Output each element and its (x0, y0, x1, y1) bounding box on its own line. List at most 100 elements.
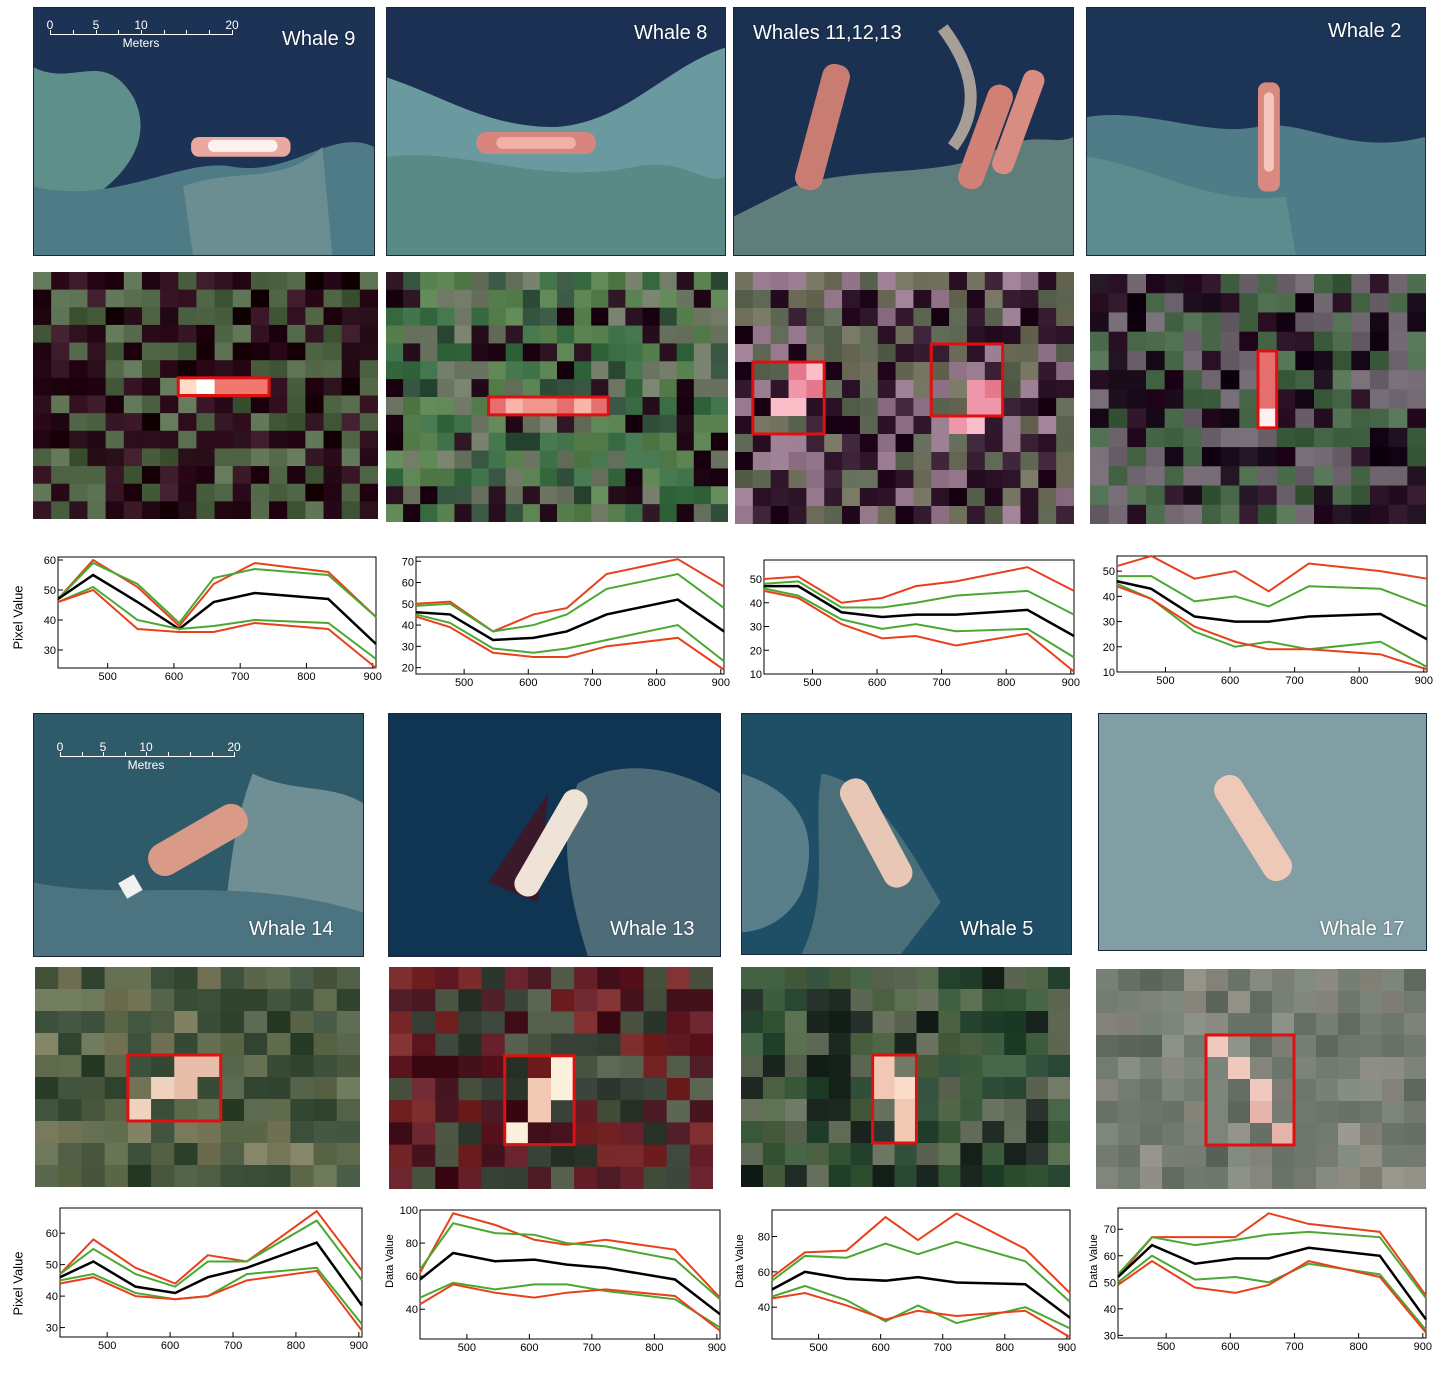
y-tick-label: 70 (402, 556, 414, 568)
pixel-grid-whale-13 (389, 967, 713, 1189)
plot-frame (419, 1209, 721, 1340)
y-axis-label: Pixel Value (10, 585, 26, 650)
inner-series-line (419, 1222, 721, 1301)
whale-pixel-outline (176, 376, 271, 397)
x-tick-label: 700 (934, 1342, 952, 1354)
whale-pixel-outline (126, 1053, 223, 1123)
x-tick-label: 500 (1156, 675, 1174, 687)
mean-series-line (771, 1270, 1071, 1319)
whale-pixel-outline (871, 1053, 918, 1145)
pixel-grid-whale-2 (1090, 274, 1426, 524)
scale-tick: 0 (56, 740, 64, 754)
pixel-grid-whale-9 (33, 272, 378, 519)
outer-series-line (415, 615, 725, 671)
inner-series-line (415, 613, 725, 663)
x-tick-label: 600 (1221, 675, 1239, 687)
y-tick-label: 50 (750, 574, 762, 586)
x-tick-label: 500 (99, 671, 117, 683)
chart-svg: 30 40 50 60 500 600 700 800 900 (44, 555, 382, 683)
whale-pixel-outline (503, 1054, 576, 1147)
outer-series-line (419, 1283, 721, 1332)
outer-series-line (763, 566, 1075, 604)
spectral-chart-whale-17: 30 40 50 60 70 500 600 700 800 900 (1100, 1207, 1432, 1354)
pixel-grid-image (389, 967, 713, 1189)
y-tick-label: 10 (750, 669, 762, 681)
x-tick-label: 600 (871, 1342, 889, 1354)
x-tick-label: 500 (803, 677, 821, 689)
outer-series-line (59, 1269, 363, 1332)
scale-tick: 0 (46, 18, 54, 32)
scale-unit: Meters (122, 36, 160, 50)
y-tick-label: 80 (406, 1238, 418, 1250)
outer-series-line (57, 558, 377, 628)
x-tick-label: 900 (708, 1342, 726, 1354)
inner-series-line (57, 585, 377, 660)
x-tick-label: 500 (98, 1340, 116, 1352)
outer-series-line (1116, 585, 1428, 671)
y-tick-label: 20 (402, 663, 414, 675)
x-tick-label: 500 (455, 677, 473, 689)
y-tick-label: 40 (758, 1302, 770, 1314)
y-tick-label: 30 (46, 1323, 58, 1335)
y-tick-label: 70 (1104, 1224, 1116, 1236)
scale-bar: 0 5 10 20 Meters (46, 18, 239, 58)
x-tick-label: 600 (161, 1340, 179, 1352)
y-tick-label: 30 (1103, 617, 1115, 629)
y-tick-label: 30 (1104, 1330, 1116, 1342)
y-tick-label: 50 (1104, 1277, 1116, 1289)
inner-series-line (415, 572, 725, 633)
x-tick-label: 800 (645, 1342, 663, 1354)
y-tick-label: 60 (46, 1228, 58, 1240)
scale-bar: 0 5 10 20 Metres (56, 740, 248, 780)
panel-label: Whale 8 (634, 22, 708, 44)
pixel-grid-image (741, 967, 1070, 1187)
photo-whale-17: Whale 17 (1098, 713, 1427, 951)
scale-tick: 10 (134, 18, 148, 32)
whale-pixel-outline (1256, 349, 1279, 430)
y-tick-label: 40 (750, 598, 762, 610)
inner-series-line (763, 580, 1075, 616)
scale-tick: 10 (139, 740, 153, 754)
mean-series-line (57, 573, 377, 645)
pixel-grid-image (33, 272, 378, 519)
x-tick-label: 700 (583, 677, 601, 689)
y-tick-label: 30 (44, 645, 56, 657)
outer-series-line (419, 1212, 721, 1299)
mean-series-line (59, 1241, 364, 1307)
pixel-grid-image (735, 272, 1074, 524)
spectral-chart-whale-9: 30 40 50 60 500 600 700 800 900 (40, 555, 382, 684)
x-tick-label: 800 (1350, 675, 1368, 687)
mean-series-line (415, 598, 725, 642)
pixel-grid-image (35, 967, 360, 1187)
x-tick-label: 800 (647, 677, 665, 689)
y-tick-label: 100 (400, 1205, 418, 1217)
chart-svg: 20 30 40 50 60 70 500 600 700 800 900 (402, 556, 730, 689)
panel-label: Whale 9 (282, 28, 356, 50)
x-tick-label: 700 (583, 1342, 601, 1354)
panel-label: Whale 14 (249, 918, 334, 940)
satellite-image (742, 714, 1071, 954)
y-tick-label: 60 (44, 555, 56, 567)
whale-pixel-outline (929, 342, 1005, 418)
plot-frame (763, 559, 1075, 675)
pixel-grid-whale-5 (741, 967, 1070, 1187)
x-tick-label: 800 (1349, 1341, 1367, 1353)
mean-series-line (1116, 579, 1428, 641)
pixel-grid-whales-11-12-13 (735, 272, 1074, 524)
x-tick-label: 900 (350, 1340, 368, 1352)
y-axis-label: Pixel Value (10, 1251, 26, 1316)
inner-series-line (419, 1281, 721, 1329)
photo-whale-2: Whale 2 (1086, 7, 1426, 256)
y-tick-label: 40 (1103, 591, 1115, 603)
whale-pixel-outline (1204, 1033, 1296, 1147)
photo-whale-5: Whale 5 (741, 713, 1072, 955)
panel-label: Whale 5 (960, 918, 1034, 940)
pixel-grid-image (1096, 969, 1426, 1189)
y-tick-label: 40 (1104, 1304, 1116, 1316)
scale-unit: Metres (127, 758, 165, 772)
photo-whale-14: 0 5 10 20 Metres Whale 14 (33, 713, 364, 957)
chart-svg: 30 40 50 60 70 500 600 700 800 900 (1104, 1207, 1432, 1353)
satellite-image (387, 8, 725, 255)
y-tick-label: 20 (1103, 642, 1115, 654)
x-tick-label: 600 (520, 1342, 538, 1354)
